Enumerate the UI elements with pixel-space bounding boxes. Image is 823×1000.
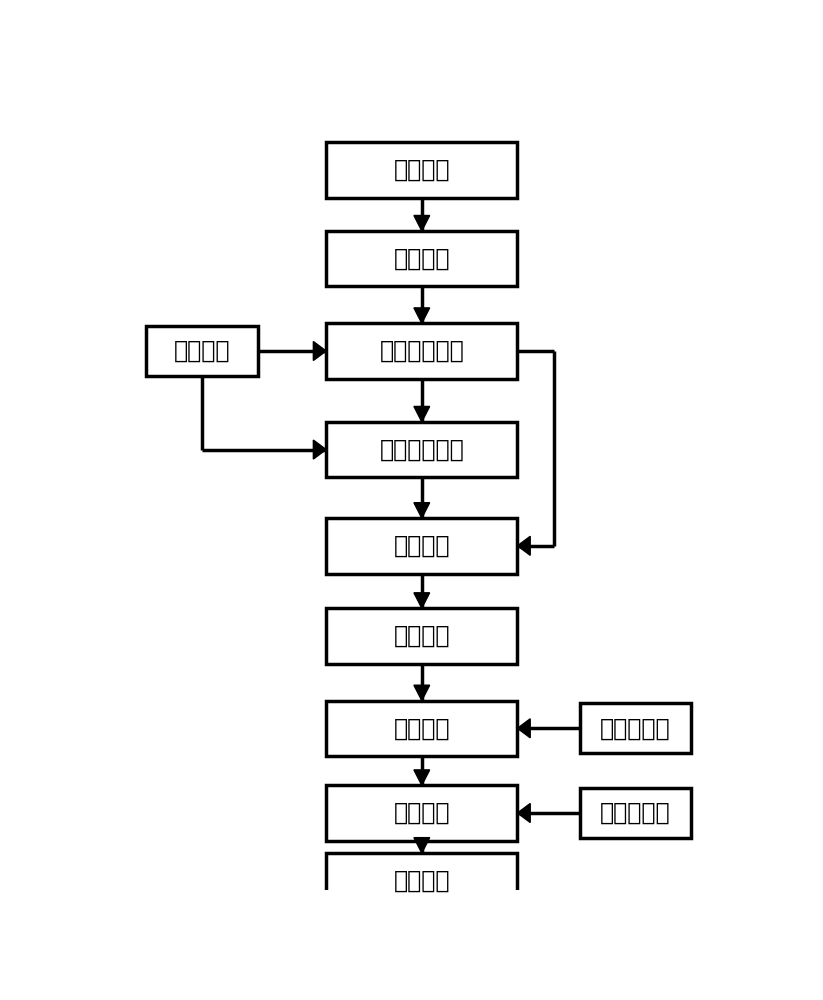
Polygon shape	[414, 503, 430, 518]
Text: 背景扣除: 背景扣除	[393, 534, 450, 558]
Polygon shape	[414, 308, 430, 323]
Polygon shape	[518, 536, 530, 555]
Text: 背景光谱采集: 背景光谱采集	[379, 339, 464, 363]
FancyBboxPatch shape	[579, 703, 691, 753]
Polygon shape	[518, 803, 530, 823]
Text: 样品光谱采集: 样品光谱采集	[379, 438, 464, 462]
Text: 校准谱采集: 校准谱采集	[600, 801, 671, 825]
Polygon shape	[414, 215, 430, 231]
FancyBboxPatch shape	[326, 231, 518, 286]
FancyBboxPatch shape	[326, 608, 518, 664]
FancyBboxPatch shape	[326, 422, 518, 477]
Text: 滤膜富集: 滤膜富集	[393, 247, 450, 271]
Text: 元素浓度: 元素浓度	[393, 869, 450, 893]
Polygon shape	[314, 440, 326, 459]
FancyBboxPatch shape	[326, 518, 518, 574]
Text: 成分识别: 成分识别	[393, 716, 450, 740]
FancyBboxPatch shape	[326, 701, 518, 756]
Polygon shape	[518, 719, 530, 738]
FancyBboxPatch shape	[146, 326, 258, 376]
Polygon shape	[414, 406, 430, 422]
FancyBboxPatch shape	[326, 323, 518, 379]
FancyBboxPatch shape	[326, 142, 518, 198]
Text: 定位控制: 定位控制	[174, 339, 230, 363]
FancyBboxPatch shape	[579, 788, 691, 838]
Text: 粒径分割: 粒径分割	[393, 158, 450, 182]
Polygon shape	[414, 838, 430, 853]
FancyBboxPatch shape	[326, 785, 518, 841]
Text: 峰値识别: 峰値识别	[393, 624, 450, 648]
Polygon shape	[414, 593, 430, 608]
Text: 光谱数据库: 光谱数据库	[600, 716, 671, 740]
Text: 光谱拟合: 光谱拟合	[393, 801, 450, 825]
Polygon shape	[414, 685, 430, 701]
Polygon shape	[314, 341, 326, 361]
Polygon shape	[414, 770, 430, 785]
FancyBboxPatch shape	[326, 853, 518, 908]
